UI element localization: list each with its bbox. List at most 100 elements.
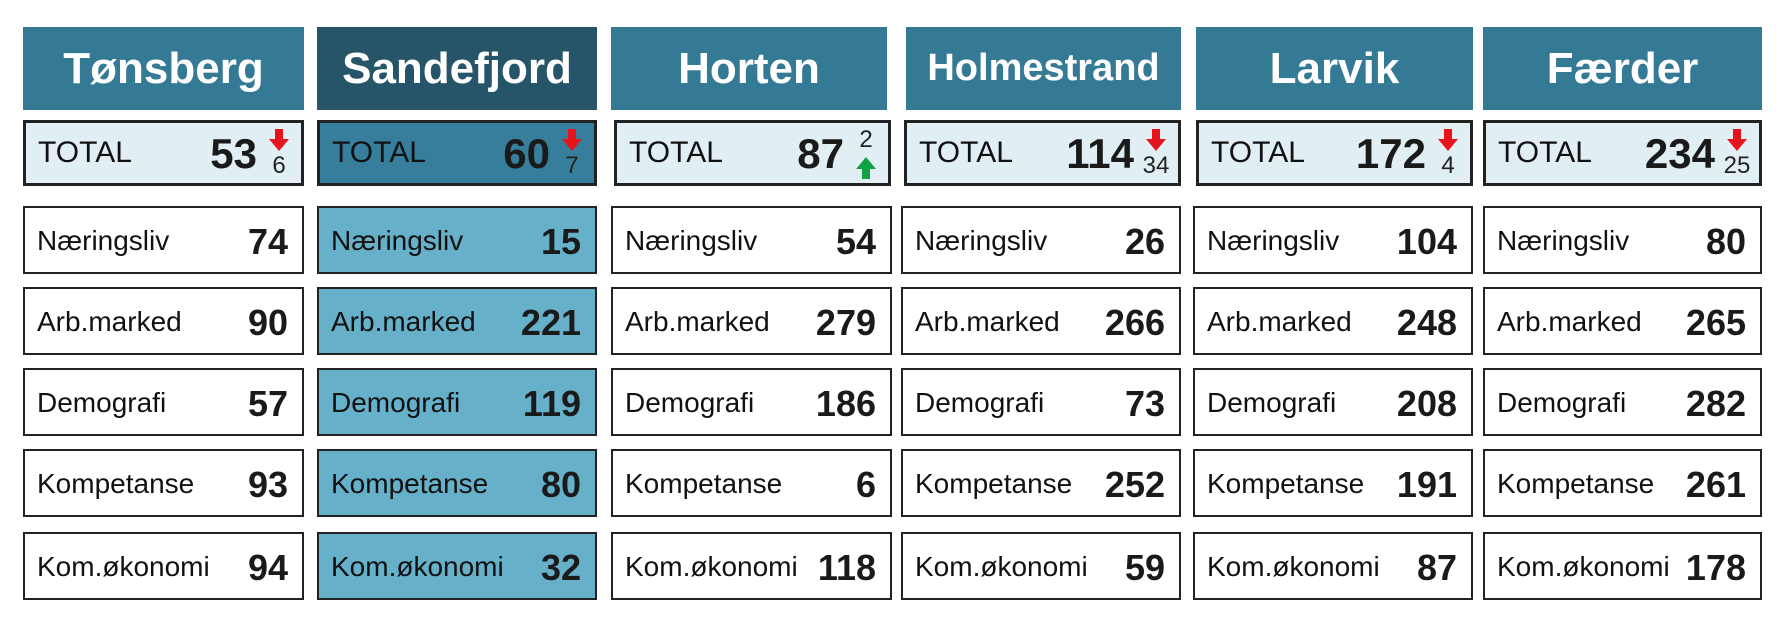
metric-cell-komokonomi[interactable]: Kom.økonomi 59	[901, 532, 1181, 600]
total-label: TOTAL	[38, 136, 132, 169]
metric-value: 279	[815, 302, 876, 343]
metric-value: 93	[247, 464, 288, 505]
metric-cell-naeringsliv[interactable]: Næringsliv 74	[23, 206, 304, 274]
total-box[interactable]: TOTAL 172 4	[1196, 120, 1473, 186]
total-change: 7	[556, 127, 588, 181]
metric-cell-naeringsliv[interactable]: Næringsliv 104	[1193, 206, 1473, 274]
metric-cell-arbmarked[interactable]: Arb.marked 90	[23, 287, 304, 355]
metric-label: Arb.marked	[915, 306, 1060, 337]
metric-label: Næringsliv	[1207, 225, 1340, 256]
metric-cell-demografi[interactable]: Demografi 208	[1193, 368, 1473, 436]
arrow-down-icon	[1146, 129, 1166, 151]
total-box[interactable]: TOTAL 87 2	[614, 120, 891, 186]
change-value: 7	[565, 152, 579, 179]
total-change: 2	[850, 127, 882, 181]
metric-label: Demografi	[915, 387, 1045, 418]
metric-value: 80	[1705, 221, 1746, 262]
metric-value: 118	[817, 547, 876, 588]
metric-label: Næringsliv	[915, 225, 1048, 256]
metric-value: 261	[1685, 464, 1746, 505]
metric-label: Kompetanse	[625, 468, 783, 499]
total-value: 60	[503, 130, 550, 177]
metric-cell-komokonomi[interactable]: Kom.økonomi 178	[1483, 532, 1762, 600]
metric-cell-arbmarked[interactable]: Arb.marked 265	[1483, 287, 1762, 355]
total-change: 34	[1140, 127, 1172, 181]
column-header[interactable]: Sandefjord	[317, 27, 597, 110]
metric-label: Demografi	[37, 387, 167, 418]
metric-value: 191	[1396, 464, 1457, 505]
metric-label: Kompetanse	[1497, 468, 1655, 499]
metric-value: 94	[247, 547, 288, 588]
metric-cell-kompetanse[interactable]: Kompetanse 191	[1193, 449, 1473, 517]
metric-cell-komokonomi[interactable]: Kom.økonomi 32	[317, 532, 597, 600]
metric-cell-naeringsliv[interactable]: Næringsliv 54	[611, 206, 892, 274]
arrow-up-icon	[856, 157, 876, 179]
arrow-down-icon	[1727, 129, 1747, 151]
metric-cell-arbmarked[interactable]: Arb.marked 266	[901, 287, 1181, 355]
metric-value: 57	[247, 383, 288, 424]
arrow-down-icon	[269, 129, 289, 151]
column-header[interactable]: Horten	[611, 27, 887, 110]
column-header[interactable]: Holmestrand	[906, 27, 1181, 110]
column-header[interactable]: Larvik	[1196, 27, 1473, 110]
change-value: 25	[1723, 152, 1751, 179]
total-value: 87	[797, 130, 844, 177]
metric-label: Kom.økonomi	[625, 551, 798, 582]
metric-cell-komokonomi[interactable]: Kom.økonomi 94	[23, 532, 304, 600]
metric-label: Demografi	[1497, 387, 1627, 418]
metric-cell-kompetanse[interactable]: Kompetanse 252	[901, 449, 1181, 517]
metric-label: Næringsliv	[37, 225, 170, 256]
metric-label: Arb.marked	[331, 306, 476, 337]
metric-cell-kompetanse[interactable]: Kompetanse 6	[611, 449, 892, 517]
total-value: 172	[1355, 130, 1426, 177]
metric-value: 15	[540, 221, 581, 262]
arrow-down-icon	[562, 129, 582, 151]
metric-value: 221	[520, 302, 581, 343]
metric-cell-komokonomi[interactable]: Kom.økonomi 87	[1193, 532, 1473, 600]
metric-cell-kompetanse[interactable]: Kompetanse 261	[1483, 449, 1762, 517]
metric-value: 32	[540, 547, 581, 588]
metric-cell-naeringsliv[interactable]: Næringsliv 80	[1483, 206, 1762, 274]
total-box[interactable]: TOTAL 114 34	[904, 120, 1181, 186]
metric-cell-naeringsliv[interactable]: Næringsliv 26	[901, 206, 1181, 274]
total-box[interactable]: TOTAL 60 7	[317, 120, 597, 186]
metric-cell-kompetanse[interactable]: Kompetanse 80	[317, 449, 597, 517]
metric-value: 87	[1416, 547, 1457, 588]
change-value: 4	[1441, 152, 1455, 179]
metric-value: 266	[1104, 302, 1165, 343]
total-change: 4	[1432, 127, 1464, 181]
arrow-down-icon	[1727, 129, 1747, 151]
metric-cell-demografi[interactable]: Demografi 119	[317, 368, 597, 436]
metric-label: Demografi	[331, 387, 461, 418]
metric-label: Kom.økonomi	[1497, 551, 1670, 582]
metric-cell-arbmarked[interactable]: Arb.marked 248	[1193, 287, 1473, 355]
metric-value: 282	[1685, 383, 1746, 424]
metric-value: 119	[522, 383, 581, 424]
metric-label: Kompetanse	[331, 468, 489, 499]
metric-cell-kompetanse[interactable]: Kompetanse 93	[23, 449, 304, 517]
total-box[interactable]: TOTAL 53 6	[23, 120, 304, 186]
column-header[interactable]: Tønsberg	[23, 27, 304, 110]
metric-cell-demografi[interactable]: Demografi 57	[23, 368, 304, 436]
total-box[interactable]: TOTAL 234 25	[1483, 120, 1762, 186]
metric-cell-komokonomi[interactable]: Kom.økonomi 118	[611, 532, 892, 600]
metric-cell-naeringsliv[interactable]: Næringsliv 15	[317, 206, 597, 274]
metric-label: Arb.marked	[1497, 306, 1642, 337]
metric-value: 265	[1685, 302, 1746, 343]
metric-cell-demografi[interactable]: Demografi 186	[611, 368, 892, 436]
total-value: 114	[1066, 130, 1134, 177]
metric-cell-arbmarked[interactable]: Arb.marked 279	[611, 287, 892, 355]
arrow-up-icon	[856, 157, 876, 179]
total-change: 6	[263, 127, 295, 181]
total-label: TOTAL	[1211, 136, 1305, 169]
metric-cell-arbmarked[interactable]: Arb.marked 221	[317, 287, 597, 355]
metric-cell-demografi[interactable]: Demografi 73	[901, 368, 1181, 436]
metric-label: Næringsliv	[625, 225, 758, 256]
change-value: 2	[859, 126, 873, 153]
metric-value: 90	[247, 302, 288, 343]
metric-cell-demografi[interactable]: Demografi 282	[1483, 368, 1762, 436]
metric-value: 248	[1396, 302, 1457, 343]
column-header[interactable]: Færder	[1483, 27, 1762, 110]
arrow-down-icon	[1146, 129, 1166, 151]
